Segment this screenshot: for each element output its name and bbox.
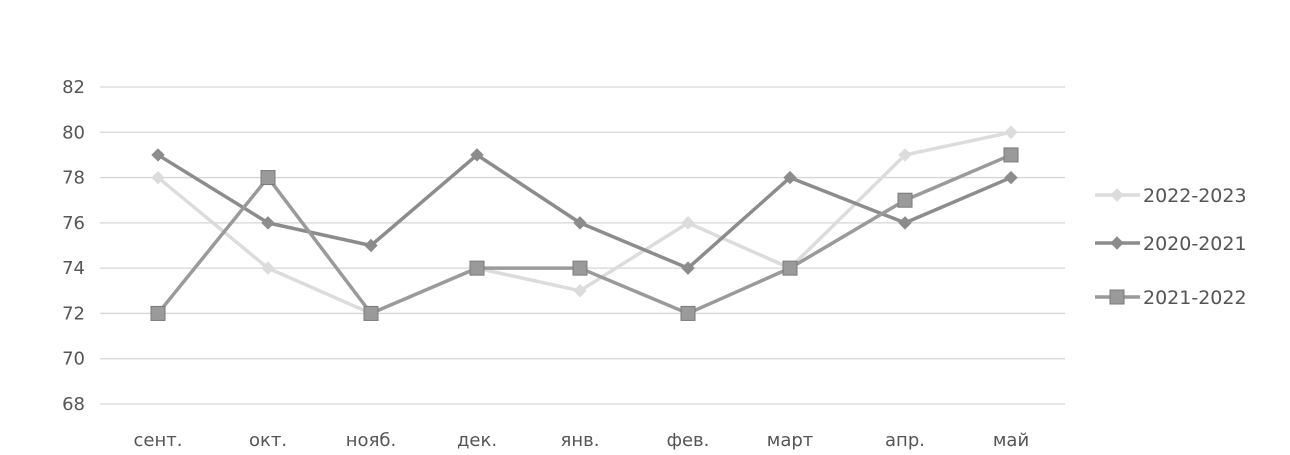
- data-point: [573, 284, 587, 298]
- x-tick-label: сент.: [134, 430, 183, 451]
- data-point: [260, 170, 276, 186]
- y-tick-label: 74: [62, 258, 85, 279]
- x-tick-label: фев.: [667, 430, 710, 451]
- series-group: [150, 125, 1019, 321]
- data-point: [363, 305, 379, 321]
- data-point: [680, 305, 696, 321]
- data-point: [782, 260, 798, 276]
- data-point: [470, 148, 484, 162]
- legend-marker: [1110, 236, 1124, 250]
- gridlines: [100, 86, 1065, 405]
- data-point: [897, 192, 913, 208]
- data-point: [469, 260, 485, 276]
- y-tick-label: 80: [62, 122, 85, 143]
- data-point: [364, 238, 378, 253]
- data-point: [1004, 170, 1018, 185]
- data-point: [898, 216, 912, 230]
- y-tick-label: 68: [62, 394, 85, 415]
- x-tick-label: окт.: [249, 430, 287, 451]
- data-point: [151, 170, 165, 185]
- x-tick-label: март: [767, 430, 814, 451]
- data-point: [573, 216, 587, 230]
- data-point: [783, 170, 797, 185]
- legend-label: 2021-2022: [1143, 287, 1247, 309]
- legend-item: 2021-2022: [1095, 287, 1247, 309]
- y-tick-label: 70: [62, 349, 85, 370]
- data-point: [261, 261, 275, 275]
- legend-label: 2020-2021: [1143, 233, 1247, 255]
- series-2021-2022: [150, 147, 1019, 321]
- legend-item: 2020-2021: [1095, 233, 1247, 255]
- x-tick-label: янв.: [561, 430, 600, 451]
- x-axis: сент. окт. нояб. дек. янв. фев. март апр. май: [134, 430, 1030, 451]
- legend-marker: [1110, 188, 1124, 202]
- y-tick-label: 78: [62, 168, 85, 189]
- y-tick-label: 76: [62, 213, 85, 234]
- y-tick-label: 72: [62, 303, 85, 324]
- data-point: [681, 216, 695, 230]
- legend-item: 2022-2023: [1095, 185, 1247, 207]
- legend: 2022-2023 2020-2021 2021-2022: [1095, 185, 1247, 309]
- x-tick-label: нояб.: [346, 430, 396, 451]
- series-2020-2021: [151, 148, 1018, 275]
- x-tick-label: май: [993, 430, 1029, 451]
- data-point: [151, 148, 165, 162]
- y-axis: 68 70 72 74 76 78 80 82: [62, 77, 85, 415]
- data-point: [150, 305, 166, 321]
- legend-label: 2022-2023: [1143, 185, 1247, 207]
- x-tick-label: апр.: [885, 430, 925, 451]
- legend-marker: [1109, 289, 1125, 305]
- data-point: [1003, 147, 1019, 163]
- x-tick-label: дек.: [457, 430, 497, 451]
- data-point: [898, 148, 912, 162]
- data-point: [572, 260, 588, 276]
- data-point: [261, 216, 275, 230]
- data-point: [1004, 125, 1018, 139]
- data-point: [681, 261, 695, 275]
- y-tick-label: 82: [62, 77, 85, 98]
